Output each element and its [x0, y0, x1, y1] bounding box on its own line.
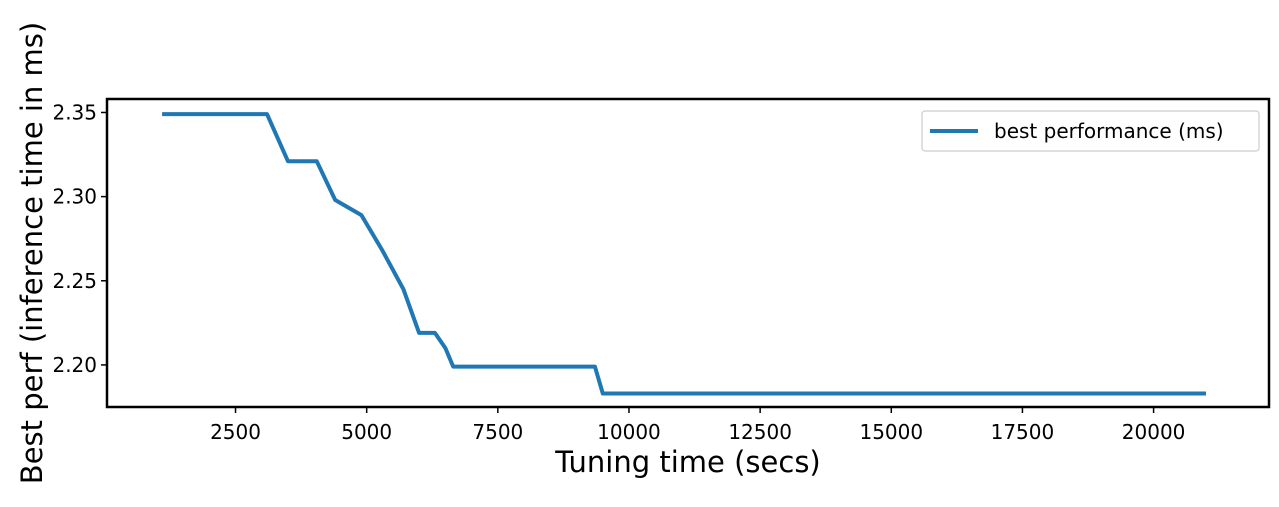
x-axis-title: Tuning time (secs) — [554, 445, 821, 479]
x-tick-label: 5000 — [341, 420, 392, 444]
x-tick-label: 12500 — [728, 420, 792, 444]
x-tick-label: 17500 — [991, 420, 1055, 444]
y-axis-ticks: 2.20 2.25 2.30 2.35 — [52, 100, 107, 377]
legend: best performance (ms) — [921, 110, 1260, 152]
series-line-best-performance — [162, 112, 1206, 396]
x-tick-label: 10000 — [597, 420, 661, 444]
y-axis-title: Best perf (inference time in ms) — [15, 22, 49, 484]
x-axis-ticks: 2500 5000 7500 10000 12500 15000 17500 20000 — [210, 407, 1185, 444]
x-tick-label: 15000 — [859, 420, 923, 444]
y-tick-label: 2.25 — [52, 269, 97, 293]
y-tick-label: 2.20 — [52, 353, 97, 377]
y-tick-label: 2.35 — [52, 100, 97, 124]
x-tick-label: 7500 — [472, 420, 523, 444]
y-tick-label: 2.30 — [52, 185, 97, 209]
x-tick-label: 2500 — [210, 420, 261, 444]
legend-label-best-performance: best performance (ms) — [994, 119, 1224, 143]
x-tick-label: 20000 — [1122, 420, 1186, 444]
series-points — [162, 114, 1207, 394]
plot-area-frame — [105, 97, 1271, 409]
legend-box — [921, 110, 1260, 152]
